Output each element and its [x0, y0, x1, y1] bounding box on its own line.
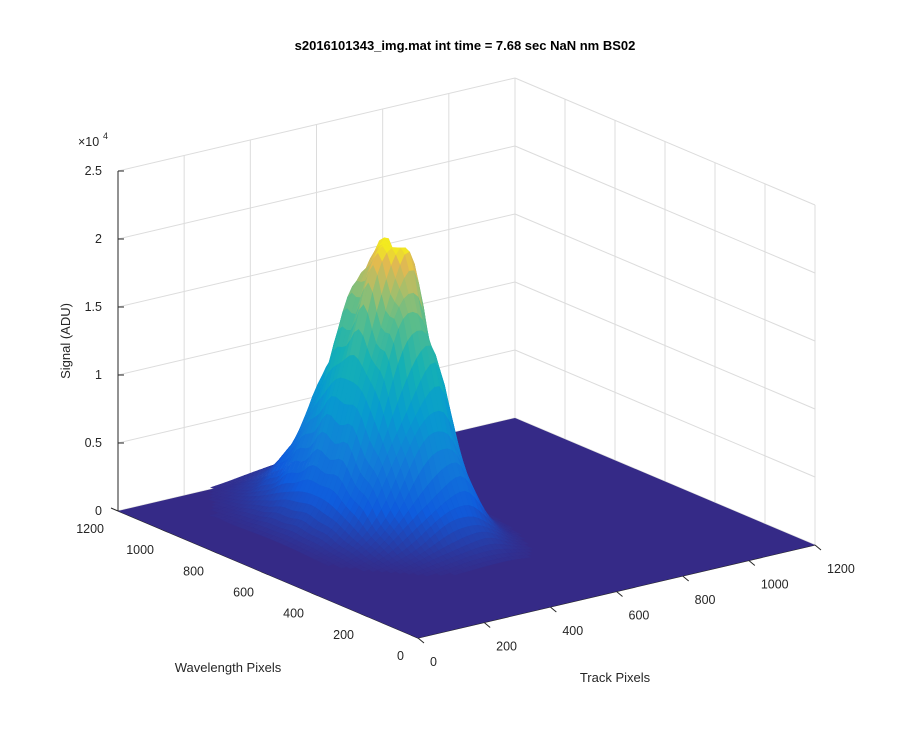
surface-patch	[435, 571, 446, 576]
surface-patch	[377, 567, 388, 573]
x-tick-label: 600	[629, 609, 650, 623]
grid-line	[514, 77, 816, 206]
z-axis-label: Signal (ADU)	[58, 303, 73, 379]
x-tick-label: 400	[562, 624, 583, 638]
x-tick-label: 1200	[827, 562, 855, 576]
z-tick-label: 1.5	[85, 300, 102, 314]
chart-title: s2016101343_img.mat int time = 7.68 sec …	[295, 38, 636, 53]
x-tick-mark	[417, 637, 425, 644]
x-tick-label: 800	[695, 593, 716, 607]
y-tick-label: 200	[333, 628, 354, 642]
x-tick-mark	[616, 591, 623, 597]
z-tick-label: 2	[95, 232, 102, 246]
surface-patch	[395, 569, 406, 575]
y-axis-label: Wavelength Pixels	[175, 660, 282, 675]
grid-line	[117, 213, 516, 308]
x-axis-label: Track Pixels	[580, 670, 651, 685]
x-tick-label: 200	[496, 640, 517, 654]
surface-patch	[336, 564, 347, 569]
surface-patch	[386, 568, 397, 574]
tick-labels: 0200400600800100012000200400600800100012…	[76, 164, 855, 669]
surface-patch	[413, 570, 424, 576]
y-tick-label: 400	[283, 607, 304, 621]
surface-patch	[404, 570, 415, 575]
grid-line	[117, 145, 516, 240]
y-tick-label: 0	[397, 649, 404, 663]
x-tick-mark	[550, 606, 557, 613]
surface-patch	[323, 561, 334, 567]
y-tick-mark	[110, 507, 119, 512]
surface-patch	[345, 564, 356, 570]
x-tick-label: 0	[430, 655, 437, 669]
z-exponent: ×10 4	[78, 131, 108, 149]
z-tick-label: 2.5	[85, 164, 102, 178]
surface	[118, 237, 815, 638]
grid-line	[514, 281, 816, 410]
surface-patch	[368, 567, 379, 573]
z-tick-label: 0.5	[85, 436, 102, 450]
y-tick-label: 800	[183, 564, 204, 578]
grid-line	[117, 281, 516, 376]
z-tick-label: 1	[95, 368, 102, 382]
z-exponent-power: 4	[103, 131, 108, 141]
x-tick-mark	[748, 560, 756, 566]
grid-line	[514, 349, 816, 478]
grid-line	[117, 77, 516, 172]
z-tick-label: 0	[95, 504, 102, 518]
x-tick-mark	[814, 544, 822, 551]
grid-line	[514, 213, 816, 342]
surface-patch	[422, 571, 433, 577]
x-tick-mark	[483, 622, 491, 628]
grid-line	[514, 145, 816, 274]
y-tick-label: 1200	[76, 522, 104, 536]
x-tick-mark	[682, 575, 689, 582]
surface-patch	[359, 567, 370, 572]
z-exponent-base: ×10	[78, 135, 99, 149]
surface-patch	[449, 570, 460, 576]
x-tick-label: 1000	[761, 578, 789, 592]
y-tick-label: 1000	[126, 543, 154, 557]
y-tick-label: 600	[233, 586, 254, 600]
